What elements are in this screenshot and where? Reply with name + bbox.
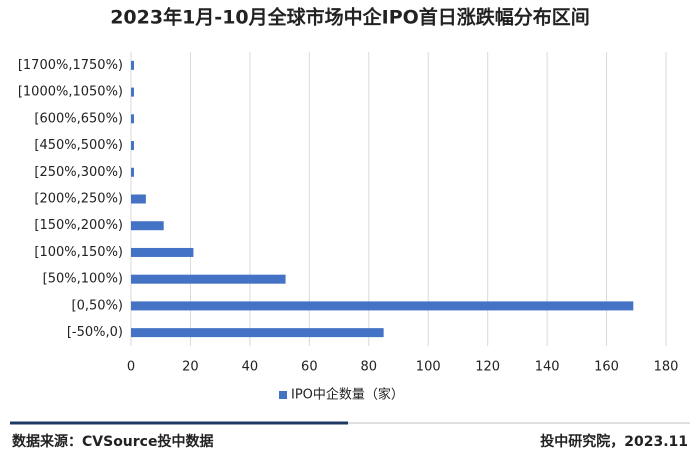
bar: [131, 301, 634, 311]
x-tick-label: 180: [654, 360, 679, 375]
bar: [131, 114, 134, 124]
y-tick-label: [150%,200%): [34, 218, 123, 233]
x-tick-label: 160: [594, 360, 619, 375]
chart-title: 2023年1月-10月全球市场中企IPO首日涨跌幅分布区间: [110, 6, 590, 29]
bar: [131, 221, 164, 231]
bar: [131, 60, 134, 70]
footer-publisher: 投中研究院，2023.11: [540, 433, 688, 450]
x-tick-label: 100: [416, 360, 441, 375]
bar: [131, 247, 194, 257]
y-tick-label: [50%,100%): [43, 272, 123, 287]
x-tick-label: 0: [127, 360, 135, 375]
x-tick-label: 80: [361, 360, 378, 375]
x-tick-label: 20: [182, 360, 199, 375]
y-tick-label: [-50%,0): [67, 325, 123, 340]
bar: [131, 328, 384, 338]
bar: [131, 87, 134, 97]
y-tick-label: [100%,150%): [34, 245, 123, 260]
footer-source: 数据来源：CVSource投中数据: [12, 433, 213, 450]
legend-label: IPO中企数量（家）: [291, 387, 404, 403]
y-tick-label: [0,50%): [72, 298, 123, 313]
bar: [131, 194, 146, 204]
legend-swatch: [279, 391, 287, 399]
bar: [131, 141, 134, 151]
x-tick-label: 60: [301, 360, 318, 375]
bar: [131, 167, 134, 177]
y-tick-label: [1700%,1750%): [18, 58, 123, 73]
y-tick-label: [250%,300%): [34, 165, 123, 180]
x-tick-label: 120: [475, 360, 500, 375]
y-tick-label: [600%,650%): [34, 111, 123, 126]
y-tick-label: [200%,250%): [34, 192, 123, 207]
y-tick-label: [1000%,1050%): [18, 85, 123, 100]
y-tick-label: [450%,500%): [34, 138, 123, 153]
bar: [131, 274, 286, 284]
x-tick-label: 140: [535, 360, 560, 375]
x-tick-label: 40: [242, 360, 259, 375]
